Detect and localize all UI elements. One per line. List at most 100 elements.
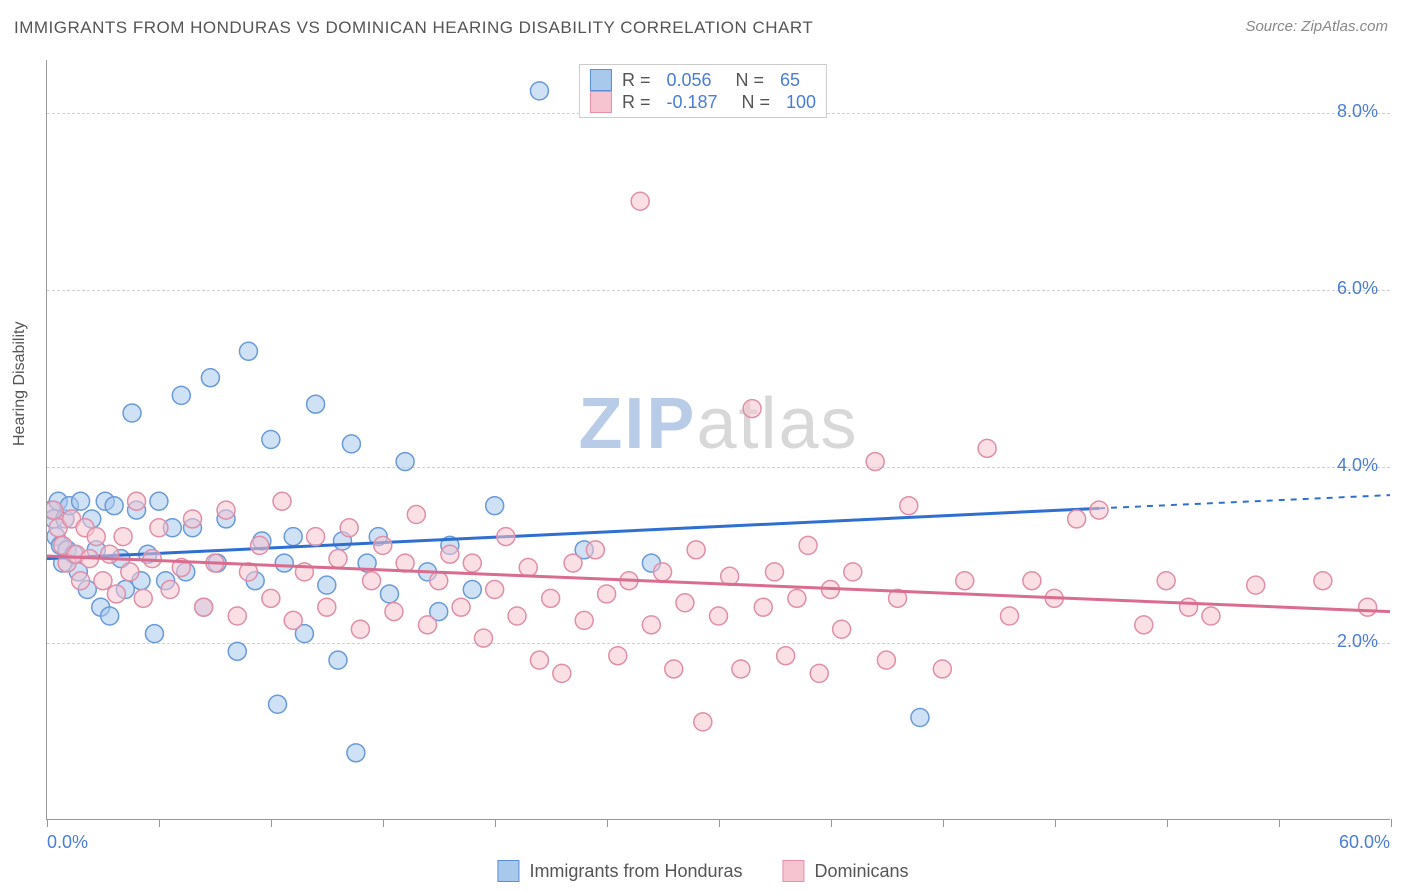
- trend-line-honduras: [47, 508, 1099, 558]
- data-point-dominicans: [1247, 576, 1265, 594]
- data-point-dominicans: [351, 620, 369, 638]
- data-point-honduras: [275, 554, 293, 572]
- data-point-honduras: [284, 528, 302, 546]
- legend-swatch: [497, 860, 519, 882]
- data-point-dominicans: [486, 581, 504, 599]
- data-point-dominicans: [273, 492, 291, 510]
- legend-series-label: Dominicans: [815, 861, 909, 882]
- legend-swatch: [590, 69, 612, 91]
- data-point-dominicans: [385, 603, 403, 621]
- data-point-dominicans: [329, 550, 347, 568]
- legend-swatch: [590, 91, 612, 113]
- data-point-dominicans: [519, 558, 537, 576]
- data-point-honduras: [347, 744, 365, 762]
- data-point-dominicans: [134, 589, 152, 607]
- data-point-dominicans: [94, 572, 112, 590]
- correlation-chart: IMMIGRANTS FROM HONDURAS VS DOMINICAN HE…: [0, 0, 1406, 892]
- data-point-dominicans: [530, 651, 548, 669]
- chart-title: IMMIGRANTS FROM HONDURAS VS DOMINICAN HE…: [14, 18, 813, 38]
- data-point-dominicans: [933, 660, 951, 678]
- data-point-dominicans: [765, 563, 783, 581]
- data-point-dominicans: [284, 611, 302, 629]
- data-point-honduras: [150, 492, 168, 510]
- data-point-dominicans: [642, 616, 660, 634]
- data-point-dominicans: [463, 554, 481, 572]
- data-point-dominicans: [877, 651, 895, 669]
- x-min-label: 0.0%: [47, 832, 88, 853]
- r-label: R =: [622, 92, 651, 113]
- x-tick: [831, 819, 832, 827]
- data-point-dominicans: [956, 572, 974, 590]
- data-point-dominicans: [497, 528, 515, 546]
- data-point-dominicans: [47, 501, 63, 519]
- x-tick: [1279, 819, 1280, 827]
- data-point-dominicans: [318, 598, 336, 616]
- data-point-dominicans: [1000, 607, 1018, 625]
- r-label: R =: [622, 70, 651, 91]
- x-max-label: 60.0%: [1339, 832, 1390, 853]
- data-point-dominicans: [810, 664, 828, 682]
- source-attribution: Source: ZipAtlas.com: [1245, 18, 1388, 35]
- data-point-honduras: [105, 497, 123, 515]
- data-point-dominicans: [676, 594, 694, 612]
- data-point-dominicans: [1023, 572, 1041, 590]
- data-point-dominicans: [598, 585, 616, 603]
- data-point-dominicans: [564, 554, 582, 572]
- data-point-honduras: [72, 492, 90, 510]
- data-point-dominicans: [217, 501, 235, 519]
- data-point-dominicans: [978, 439, 996, 457]
- data-point-honduras: [228, 642, 246, 660]
- data-point-dominicans: [1068, 510, 1086, 528]
- data-point-honduras: [262, 431, 280, 449]
- data-point-honduras: [463, 581, 481, 599]
- y-axis-title: Hearing Disability: [11, 322, 29, 447]
- x-tick: [383, 819, 384, 827]
- data-point-dominicans: [121, 563, 139, 581]
- data-point-dominicans: [609, 647, 627, 665]
- data-point-dominicans: [508, 607, 526, 625]
- data-point-dominicans: [452, 598, 470, 616]
- data-point-honduras: [123, 404, 141, 422]
- data-point-dominicans: [128, 492, 146, 510]
- data-point-dominicans: [743, 400, 761, 418]
- r-value: 0.056: [666, 70, 711, 91]
- n-label: N =: [736, 70, 765, 91]
- data-point-honduras: [911, 709, 929, 727]
- data-point-dominicans: [1359, 598, 1377, 616]
- data-point-dominicans: [1180, 598, 1198, 616]
- legend-series-item: Immigrants from Honduras: [497, 860, 742, 882]
- data-point-dominicans: [114, 528, 132, 546]
- data-point-honduras: [145, 625, 163, 643]
- data-point-dominicans: [251, 536, 269, 554]
- data-point-dominicans: [150, 519, 168, 537]
- data-point-dominicans: [374, 536, 392, 554]
- data-point-dominicans: [161, 581, 179, 599]
- data-point-dominicans: [107, 585, 125, 603]
- x-tick: [1391, 819, 1392, 827]
- n-label: N =: [742, 92, 771, 113]
- data-point-dominicans: [866, 453, 884, 471]
- data-point-dominicans: [788, 589, 806, 607]
- trend-line-dash-honduras: [1099, 495, 1390, 508]
- data-point-dominicans: [228, 607, 246, 625]
- x-tick: [495, 819, 496, 827]
- x-tick: [1167, 819, 1168, 827]
- data-point-honduras: [201, 369, 219, 387]
- data-point-dominicans: [732, 660, 750, 678]
- plot-area: ZIPatlas 2.0%4.0%6.0%8.0%0.0%60.0%: [46, 60, 1390, 820]
- data-point-dominicans: [195, 598, 213, 616]
- data-point-dominicans: [183, 510, 201, 528]
- data-point-dominicans: [72, 572, 90, 590]
- data-point-dominicans: [307, 528, 325, 546]
- data-point-dominicans: [586, 541, 604, 559]
- legend-series-label: Immigrants from Honduras: [529, 861, 742, 882]
- x-tick: [159, 819, 160, 827]
- n-value: 65: [780, 70, 800, 91]
- x-tick: [607, 819, 608, 827]
- data-point-dominicans: [799, 536, 817, 554]
- x-tick: [943, 819, 944, 827]
- data-point-dominicans: [340, 519, 358, 537]
- data-point-dominicans: [710, 607, 728, 625]
- r-value: -0.187: [666, 92, 717, 113]
- data-point-dominicans: [665, 660, 683, 678]
